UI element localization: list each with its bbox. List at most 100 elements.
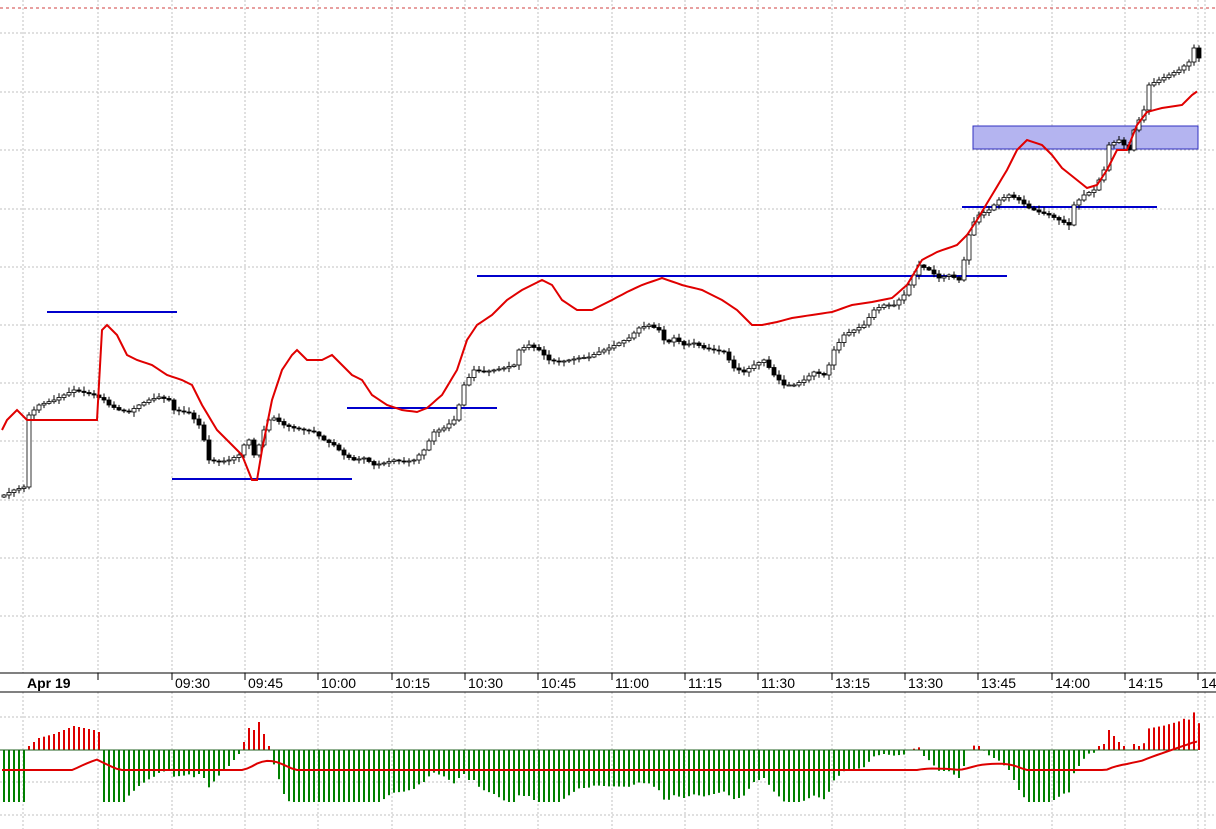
candle [441,425,447,433]
candle [951,271,957,280]
candle [421,448,427,460]
candle [281,418,287,429]
candle [1011,191,1017,200]
candle-body-down [771,367,777,376]
candle-body-down [1066,222,1072,226]
candle [476,365,482,374]
candle-body-up [66,392,72,396]
candle-body-down [1026,203,1032,209]
candle [601,347,607,355]
candle-body-up [441,427,447,431]
candle-body-up [856,327,862,331]
candle [346,452,352,461]
candle [311,426,317,434]
time-label: 13:30 [908,675,943,691]
candle [591,351,597,359]
candle-body-down [211,459,217,462]
candle-body-down [676,337,682,342]
candle-body-up [641,326,647,329]
candle [196,414,202,429]
candle [1051,212,1057,221]
candle-body-down [741,369,747,373]
candle [221,457,227,465]
candle [871,307,877,320]
candle-body-up [1,494,7,498]
candle-body-up [501,367,507,370]
candle [81,386,87,397]
candle [1156,76,1162,86]
candle-body-up [846,332,852,336]
candle-body-up [156,396,162,399]
candle [706,343,712,352]
candle [206,435,212,464]
candle-body-up [801,379,807,383]
candle-body-up [616,342,622,346]
candle [36,403,42,414]
candle [466,373,472,387]
candle-body-up [516,349,522,366]
candle-body-down [536,347,542,351]
candle [506,361,512,373]
candle-body-down [1061,219,1067,223]
candle-body-up [491,369,497,372]
candle [611,340,617,351]
candle-body-down [556,360,562,363]
date-label: Apr 19 [27,675,71,691]
candle-body-up [506,366,512,369]
candle [876,303,882,314]
candle [1056,215,1062,225]
candle [51,395,57,404]
candle [686,339,692,348]
candle [996,197,1002,210]
time-label: 14:15 [1128,675,1163,691]
candle [286,423,292,432]
candle [831,346,837,370]
candle-body-down [721,350,727,353]
candle [571,356,577,365]
candle [641,321,647,331]
candle [1026,200,1032,210]
candle [986,205,992,216]
candle [21,484,27,493]
candle-body-up [1116,139,1122,143]
candle [116,404,122,412]
candle-body-down [1041,211,1047,214]
candle [86,389,92,397]
candle [766,356,772,370]
candle [101,393,107,404]
candle-body-down [291,426,297,429]
candle-body-up [246,439,252,446]
candle-body-up [1146,84,1152,111]
time-label: 14:00 [1055,675,1090,691]
candle [326,438,332,448]
candle [1081,190,1087,202]
candle [411,458,417,465]
candle [201,421,207,442]
candle [586,352,592,362]
candle-body-down [531,344,537,348]
candle [841,331,847,347]
time-label: 09:45 [248,675,283,691]
candle-body-down [931,269,937,275]
candle [396,458,402,465]
histogram-panel [0,712,1200,802]
candle [1091,185,1097,198]
candle-body-down [656,327,662,331]
candle-body-down [286,424,292,427]
candle-body-up [861,324,867,328]
candle-body-up [871,309,877,318]
candle-body-down [171,399,177,411]
candle [501,365,507,372]
candle [731,355,737,372]
candle-body-up [421,449,427,456]
candle-body-down [956,277,962,281]
candle [106,396,112,408]
candle [796,380,802,388]
candle [1021,195,1027,207]
candle-body-up [146,399,152,403]
candle-body-up [71,389,77,393]
candle-body-up [671,337,677,343]
candle [351,455,357,462]
candle [111,401,117,410]
